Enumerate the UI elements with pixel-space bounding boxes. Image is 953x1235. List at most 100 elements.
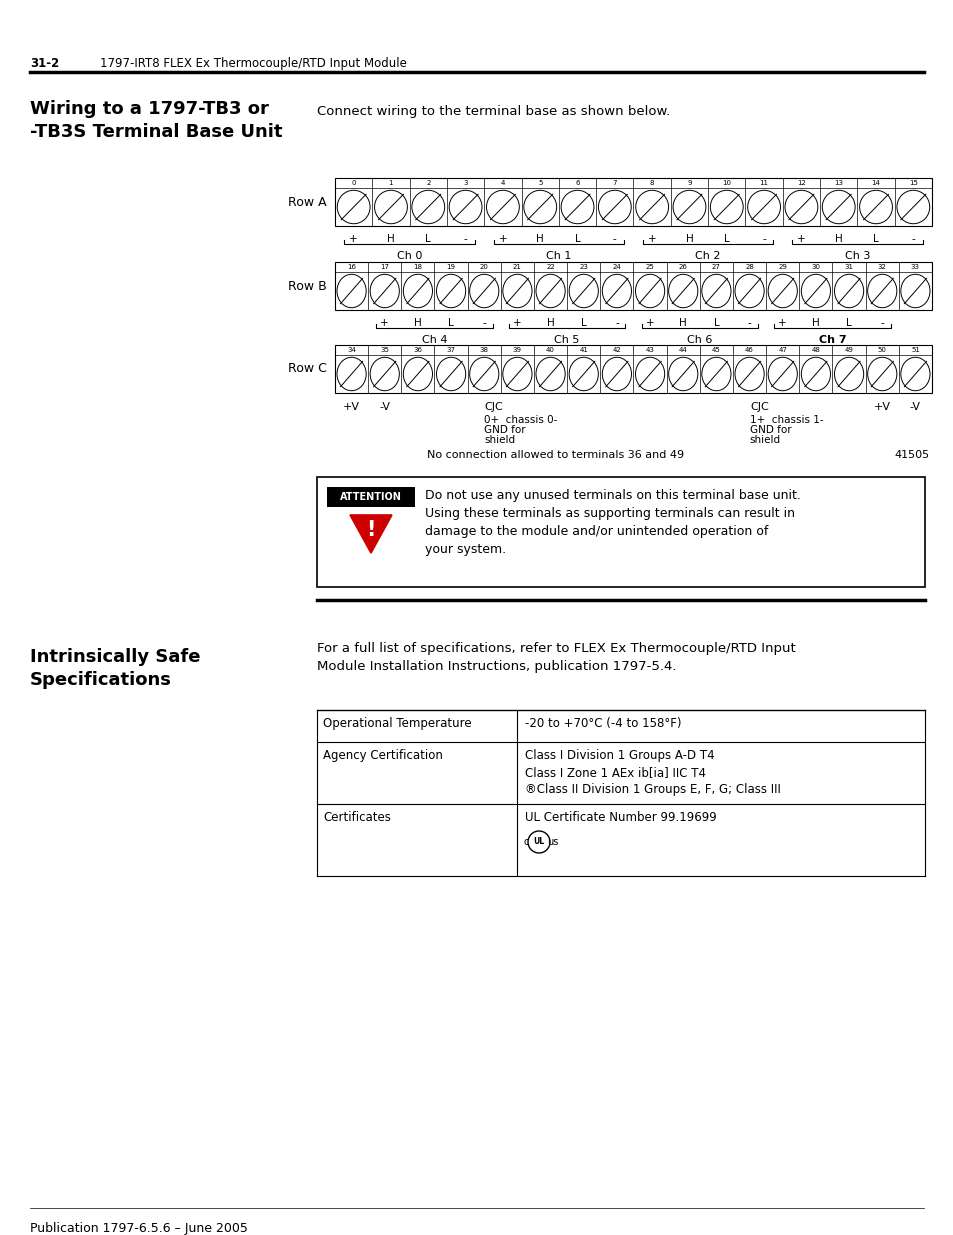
Text: 2: 2 [426,180,430,186]
Text: +: + [380,317,389,329]
Text: 13: 13 [833,180,842,186]
Bar [316,477,924,587]
Text: GND for: GND for [484,425,525,435]
Text: 21: 21 [513,264,521,270]
Text: 9: 9 [686,180,691,186]
Ellipse shape [598,190,631,224]
Text: 27: 27 [711,264,720,270]
Text: 10: 10 [721,180,731,186]
Ellipse shape [469,357,498,390]
Text: H: H [811,317,819,329]
Ellipse shape [801,274,830,308]
Text: 35: 35 [380,347,389,353]
Ellipse shape [336,357,366,390]
Ellipse shape [734,274,763,308]
Ellipse shape [784,190,817,224]
Text: 1: 1 [388,180,393,186]
Text: +V: +V [873,403,890,412]
Ellipse shape [673,190,705,224]
Ellipse shape [502,274,532,308]
Text: us: us [547,837,558,847]
Ellipse shape [767,274,797,308]
Text: Intrinsically Safe
Specifications: Intrinsically Safe Specifications [30,648,200,689]
Ellipse shape [370,274,399,308]
Ellipse shape [767,357,797,390]
Text: 46: 46 [744,347,753,353]
Text: GND for: GND for [749,425,790,435]
Ellipse shape [375,190,407,224]
Ellipse shape [569,274,598,308]
Text: Ch 7: Ch 7 [818,335,845,345]
Text: Ch 2: Ch 2 [695,251,720,261]
Ellipse shape [502,357,532,390]
Text: 32: 32 [877,264,885,270]
Text: 12: 12 [796,180,805,186]
Text: Row C: Row C [288,363,327,375]
Ellipse shape [536,274,564,308]
Text: Ch 4: Ch 4 [421,335,447,345]
Text: 41: 41 [578,347,588,353]
Ellipse shape [668,357,697,390]
Text: -: - [747,317,751,329]
Ellipse shape [336,274,366,308]
Text: 0: 0 [351,180,355,186]
Text: 0+  chassis 0-: 0+ chassis 0- [484,415,558,425]
Ellipse shape [601,357,631,390]
Text: Agency Certification: Agency Certification [323,748,442,762]
Text: +: + [797,233,805,245]
Ellipse shape [701,274,730,308]
Text: H: H [834,233,841,245]
Ellipse shape [370,357,399,390]
Text: Ch 3: Ch 3 [843,251,869,261]
Text: Ch 1: Ch 1 [546,251,571,261]
Text: c: c [523,837,528,847]
Text: 8: 8 [649,180,654,186]
Ellipse shape [560,190,594,224]
Text: +: + [513,317,521,329]
Text: +: + [645,317,654,329]
Text: 43: 43 [645,347,654,353]
Text: ATTENTION: ATTENTION [339,492,401,501]
Text: 33: 33 [910,264,919,270]
Ellipse shape [536,357,564,390]
Text: Ch 5: Ch 5 [554,335,579,345]
Text: 44: 44 [679,347,687,353]
Text: 22: 22 [546,264,555,270]
Bar [335,345,931,393]
Ellipse shape [469,274,498,308]
Text: 39: 39 [513,347,521,353]
Text: 50: 50 [877,347,885,353]
Ellipse shape [866,357,896,390]
Ellipse shape [701,357,730,390]
Text: !: ! [366,520,375,540]
Text: 1797-IRT8 FLEX Ex Thermocouple/RTD Input Module: 1797-IRT8 FLEX Ex Thermocouple/RTD Input… [100,57,406,70]
Text: -: - [463,233,467,245]
Text: No connection allowed to terminals 36 and 49: No connection allowed to terminals 36 an… [427,450,683,459]
Text: 5: 5 [537,180,542,186]
Ellipse shape [900,357,929,390]
Text: 47: 47 [778,347,786,353]
Text: 31: 31 [843,264,853,270]
Text: H: H [414,317,421,329]
Ellipse shape [710,190,742,224]
Ellipse shape [336,190,370,224]
Text: L: L [872,233,878,245]
Ellipse shape [601,274,631,308]
Text: L: L [448,317,454,329]
Text: Ch 0: Ch 0 [396,251,422,261]
Text: 34: 34 [347,347,355,353]
Text: CJC: CJC [749,403,768,412]
Text: 42: 42 [612,347,620,353]
Text: L: L [580,317,586,329]
Text: H: H [387,233,395,245]
Text: -: - [613,233,616,245]
Text: Do not use any unused terminals on this terminal base unit.
Using these terminal: Do not use any unused terminals on this … [424,489,800,556]
Polygon shape [350,515,392,553]
Text: 37: 37 [446,347,456,353]
Ellipse shape [523,190,556,224]
Text: +: + [647,233,656,245]
Text: 28: 28 [744,264,753,270]
Text: 20: 20 [479,264,488,270]
Text: 51: 51 [910,347,919,353]
Text: L: L [723,233,729,245]
